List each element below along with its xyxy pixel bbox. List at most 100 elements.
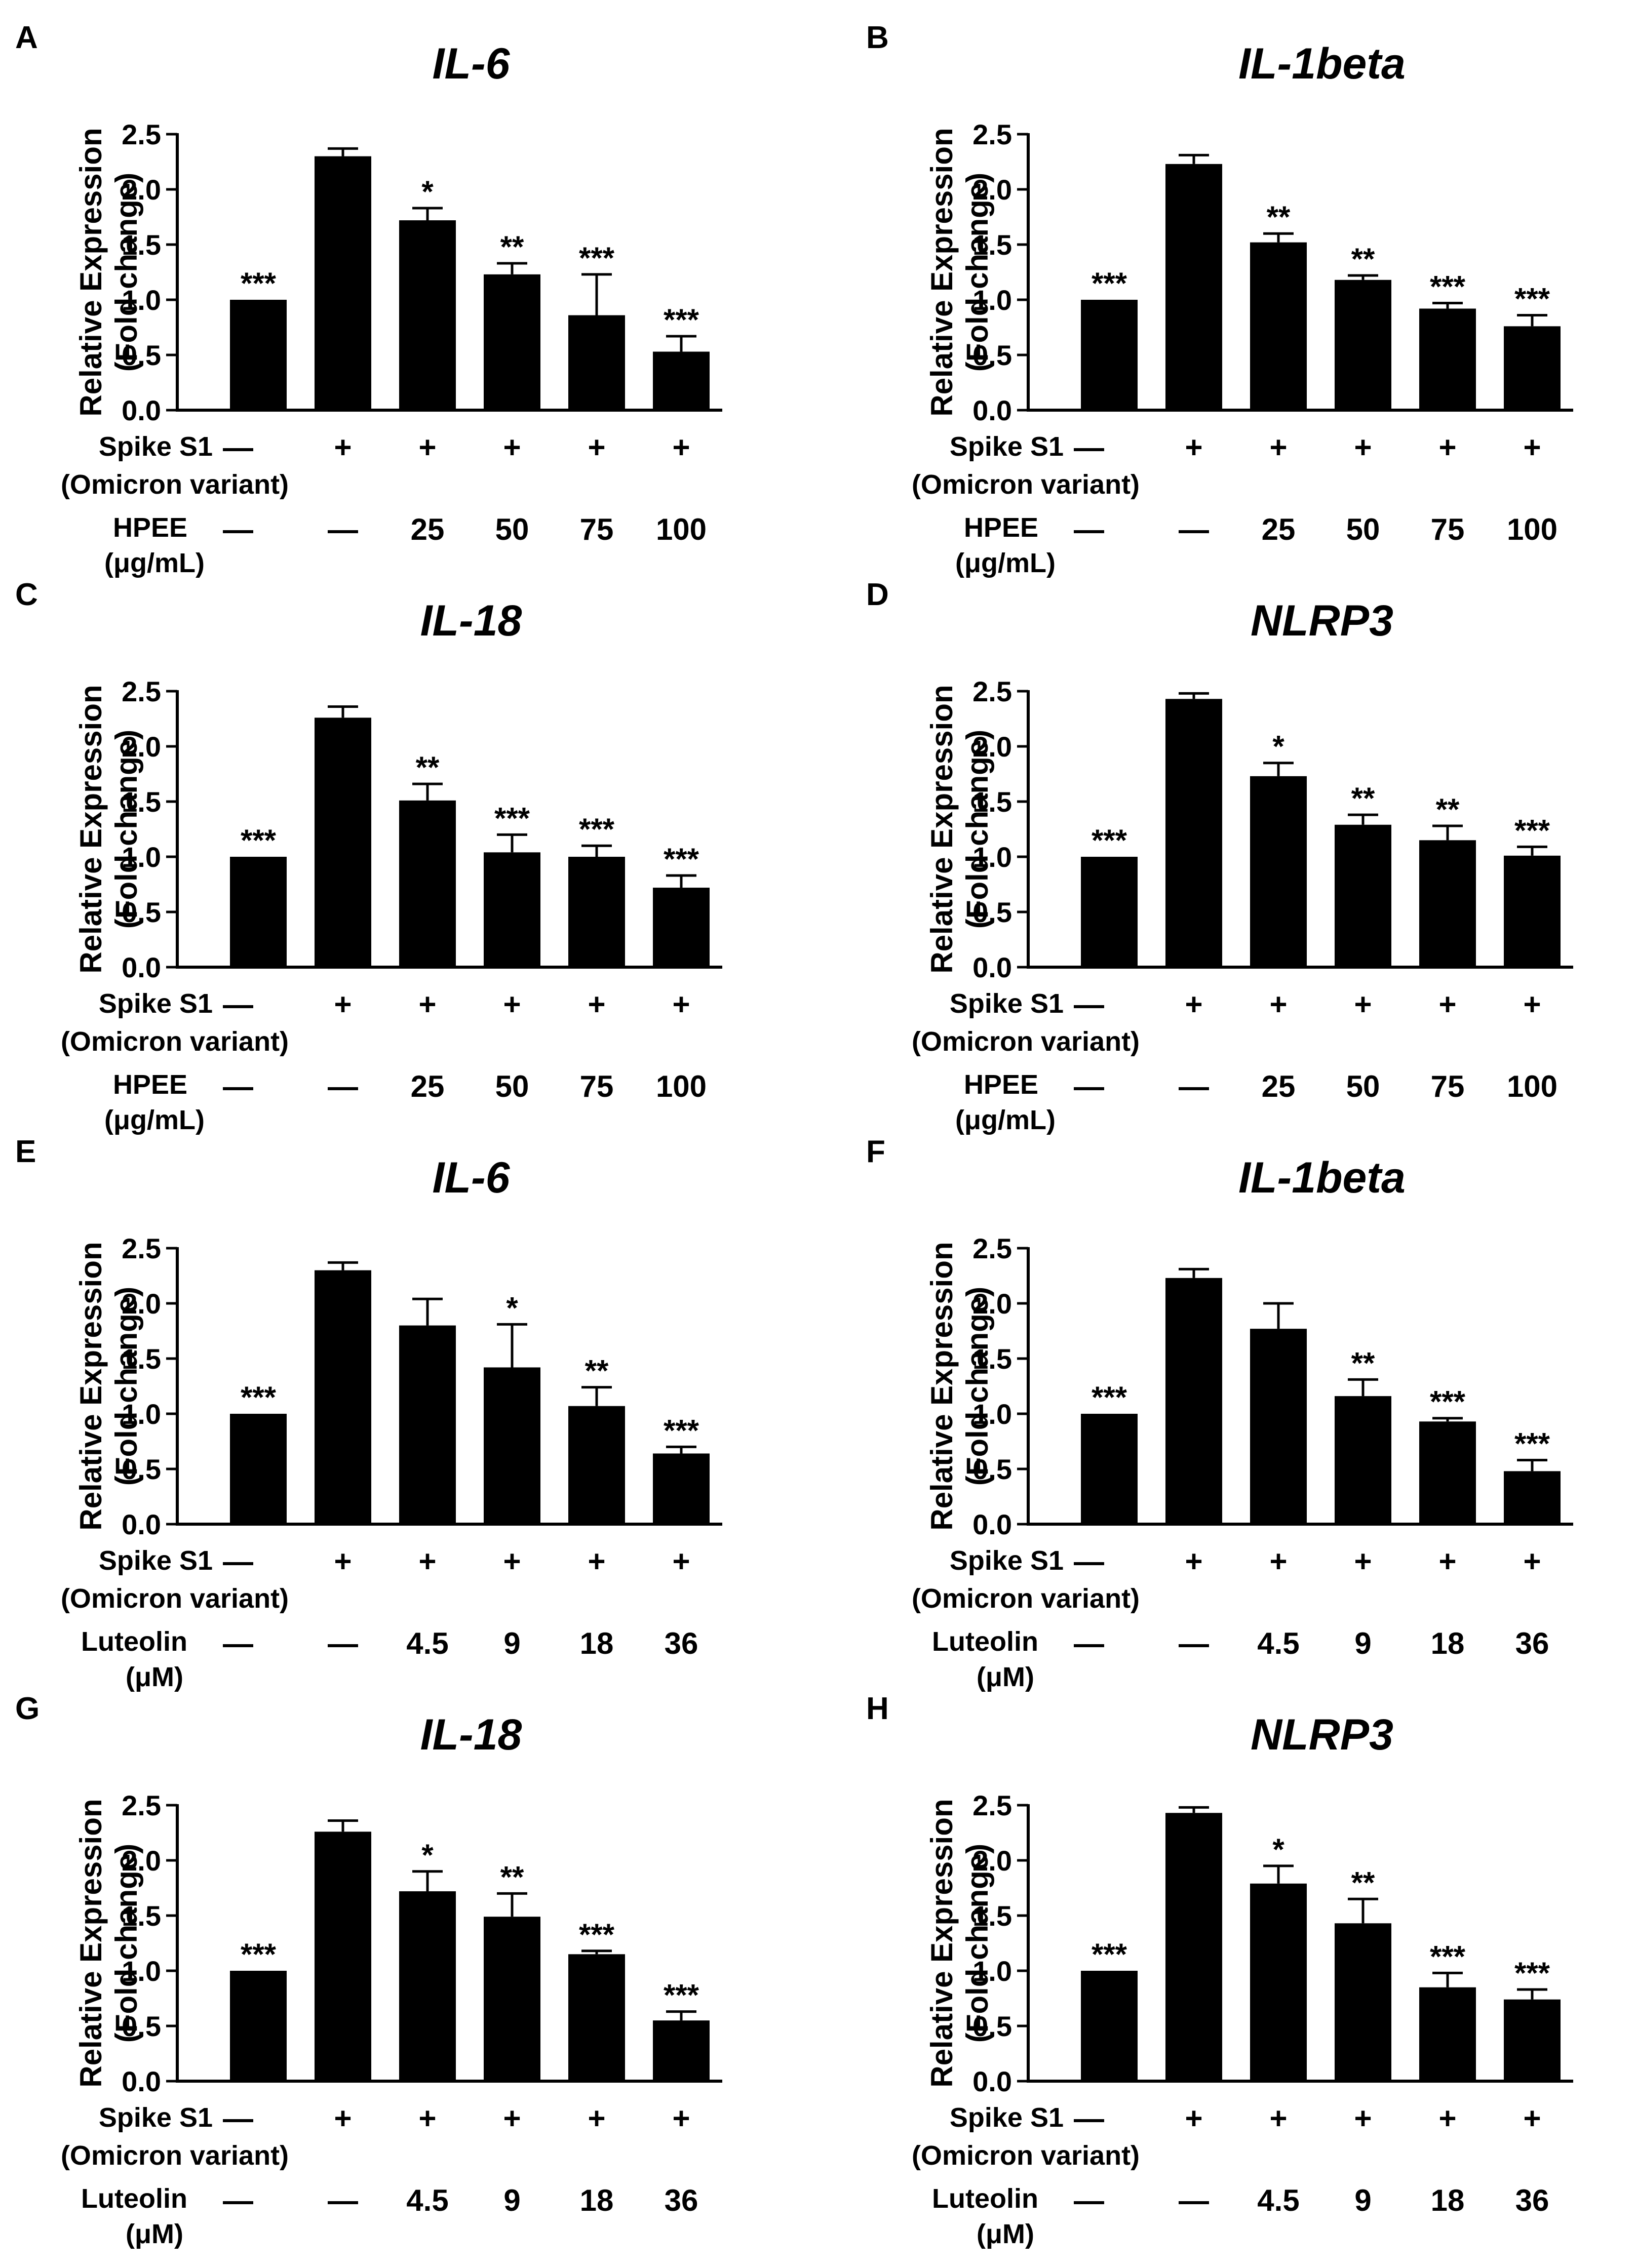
treatment-value: — [223, 2183, 253, 2217]
y-tick-label: 0.0 [972, 394, 1012, 426]
significance-label: ** [1351, 781, 1375, 815]
spike-value: + [1269, 2101, 1287, 2135]
row-label-treatment-unit: (μM) [126, 2219, 183, 2249]
y-tick-label: 2.0 [122, 1288, 161, 1320]
treatment-value: 100 [1507, 512, 1557, 546]
spike-value: + [418, 2101, 436, 2135]
y-tick-label: 2.5 [972, 1789, 1012, 1821]
row-label-spike: Spike S1 [99, 2102, 213, 2133]
y-axis-label: Relative Expression [74, 1799, 108, 2087]
row-label-treatment: HPEE [964, 1069, 1038, 1100]
chart-title: IL-1beta [1238, 39, 1406, 88]
row-label-spike-sub: (Omicron variant) [61, 1583, 289, 1614]
bar [230, 1414, 287, 1524]
treatment-value: — [328, 1626, 358, 1660]
bar [1250, 1329, 1307, 1524]
y-tick-label: 0.5 [122, 896, 161, 928]
significance-label: *** [1514, 813, 1550, 847]
significance-label: *** [1092, 1380, 1127, 1414]
y-axis-label: (Fold change) [960, 1844, 994, 2043]
spike-value: + [672, 987, 690, 1021]
panel-a: A IL-6 Relative Expression (Fold change) 0.0… [15, 20, 722, 578]
y-tick-label: 2.5 [122, 1232, 161, 1264]
spike-value: + [1185, 2101, 1202, 2135]
treatment-value: 36 [665, 1626, 698, 1660]
treatment-value: — [1179, 1626, 1209, 1660]
bar [484, 1917, 540, 2081]
bar [230, 857, 287, 967]
spike-value: — [223, 987, 253, 1021]
y-axis-label: Relative Expression [74, 128, 108, 416]
y-tick-label: 2.0 [972, 1288, 1012, 1320]
bar [399, 800, 456, 967]
significance-label: * [421, 175, 434, 209]
y-axis-label: Relative Expression [925, 1242, 959, 1530]
significance-label: *** [1430, 1939, 1466, 1973]
bar [568, 1406, 625, 1524]
spike-value: + [334, 2101, 352, 2135]
significance-label: *** [241, 823, 277, 857]
treatment-value: 18 [1431, 1626, 1465, 1660]
y-tick-label: 0.5 [122, 1453, 161, 1485]
treatment-value: — [328, 512, 358, 546]
significance-label: ** [1351, 1346, 1375, 1380]
bar [1419, 308, 1476, 410]
significance-label: ** [1267, 200, 1291, 234]
row-label-spike: Spike S1 [99, 988, 213, 1019]
bar [1504, 1471, 1561, 1524]
treatment-value: 9 [1354, 2183, 1371, 2217]
y-tick-label: 2.0 [122, 1845, 161, 1877]
treatment-value: 9 [1354, 1626, 1371, 1660]
panel-label: G [15, 1691, 40, 1726]
y-axis-label: (Fold change) [109, 173, 143, 372]
panel-label: B [866, 20, 889, 55]
treatment-value: 100 [656, 512, 707, 546]
row-label-treatment: HPEE [964, 512, 1038, 543]
treatment-value: — [223, 512, 253, 546]
treatment-value: 25 [411, 1069, 445, 1103]
bar [484, 1367, 540, 1524]
y-tick-label: 2.0 [972, 174, 1012, 206]
bar [1504, 1999, 1561, 2081]
y-tick-label: 1.5 [972, 1343, 1012, 1375]
significance-label: ** [1351, 1865, 1375, 1899]
bar [315, 1832, 371, 2081]
bar [1165, 164, 1222, 410]
treatment-value: 50 [495, 1069, 529, 1103]
y-tick-label: 0.5 [972, 1453, 1012, 1485]
spike-value: + [1523, 430, 1541, 464]
panel-label: H [866, 1691, 889, 1726]
y-axis-label: Relative Expression [74, 685, 108, 973]
y-tick-label: 2.0 [122, 174, 161, 206]
row-label-treatment: HPEE [113, 1069, 187, 1100]
bar [484, 852, 540, 967]
y-tick-label: 1.5 [122, 1900, 161, 1932]
spike-value: + [1269, 1544, 1287, 1578]
significance-label: ** [585, 1354, 609, 1388]
bar [399, 1325, 456, 1524]
y-axis-label: Relative Expression [925, 685, 959, 973]
spike-value: + [1438, 2101, 1456, 2135]
significance-label: ** [416, 750, 440, 784]
spike-value: + [334, 1544, 352, 1578]
bar [1165, 1278, 1222, 1524]
y-tick-label: 2.5 [122, 118, 161, 150]
chart-title: IL-6 [433, 39, 511, 88]
significance-label: *** [1514, 1956, 1550, 1990]
spike-value: + [588, 987, 605, 1021]
y-tick-label: 1.5 [972, 229, 1012, 261]
bar [1250, 242, 1307, 410]
spike-value: — [1074, 987, 1104, 1021]
y-tick-label: 0.5 [122, 339, 161, 371]
treatment-value: 100 [656, 1069, 707, 1103]
treatment-value: 36 [1515, 1626, 1549, 1660]
treatment-value: 25 [411, 512, 445, 546]
row-label-treatment-unit: (μg/mL) [955, 548, 1056, 578]
significance-label: *** [579, 812, 615, 846]
row-label-treatment-unit: (μM) [126, 1662, 183, 1692]
row-label-spike-sub: (Omicron variant) [61, 2140, 289, 2171]
row-label-spike: Spike S1 [99, 431, 213, 462]
bar [568, 857, 625, 967]
